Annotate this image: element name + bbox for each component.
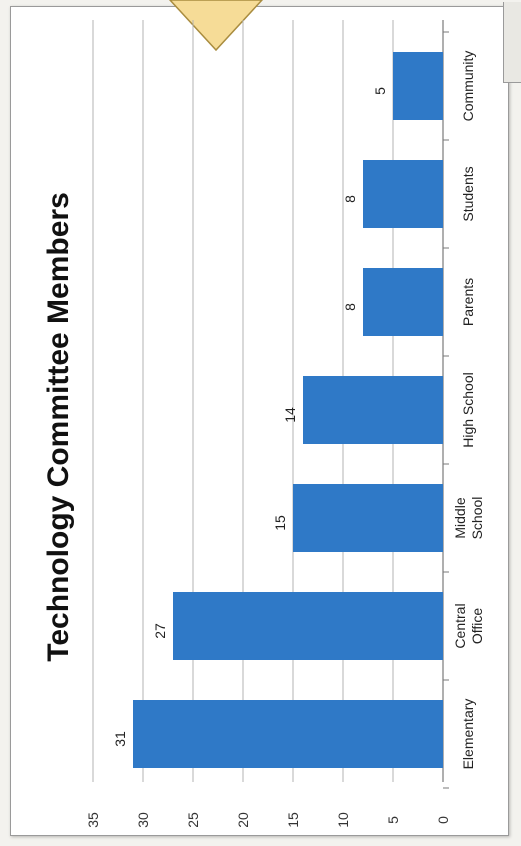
data-label: 27 [152, 623, 168, 639]
bar [363, 268, 443, 336]
category-labels: Elementary CentralOffice MiddleSchool High … [452, 51, 485, 770]
bar [363, 160, 443, 228]
data-labels: 31 27 15 14 8 8 5 [112, 87, 388, 747]
bar [133, 700, 443, 768]
category-label: High School [460, 372, 476, 448]
category-label: Elementary [460, 699, 476, 770]
data-label: 15 [272, 515, 288, 531]
bar [293, 484, 443, 552]
data-label: 8 [342, 303, 358, 311]
data-label: 14 [282, 407, 298, 423]
bar [393, 52, 443, 120]
tick-label: 20 [235, 812, 251, 828]
callout-pointer [168, 0, 264, 52]
tick-label: 30 [135, 812, 151, 828]
category-label: Parents [460, 278, 476, 326]
page-corner-tab [503, 2, 521, 83]
tick-label: 10 [335, 812, 351, 828]
tick-label: 25 [185, 812, 201, 828]
bar [303, 376, 443, 444]
data-label: 5 [372, 87, 388, 95]
bars [133, 52, 443, 768]
category-label: CentralOffice [452, 603, 485, 648]
category-label: MiddleSchool [452, 497, 485, 540]
tick-label: 0 [435, 816, 451, 824]
bar [173, 592, 443, 660]
data-label: 8 [342, 195, 358, 203]
tick-label: 5 [385, 816, 401, 824]
data-label: 31 [112, 731, 128, 747]
chart-title: Technology Committee Members [42, 192, 75, 662]
tick-label: 15 [285, 812, 301, 828]
category-label: Community [460, 51, 476, 122]
tick-label: 35 [85, 812, 101, 828]
value-ticks: 0 5 10 15 20 25 30 35 [85, 812, 451, 828]
category-label: Students [460, 166, 476, 221]
